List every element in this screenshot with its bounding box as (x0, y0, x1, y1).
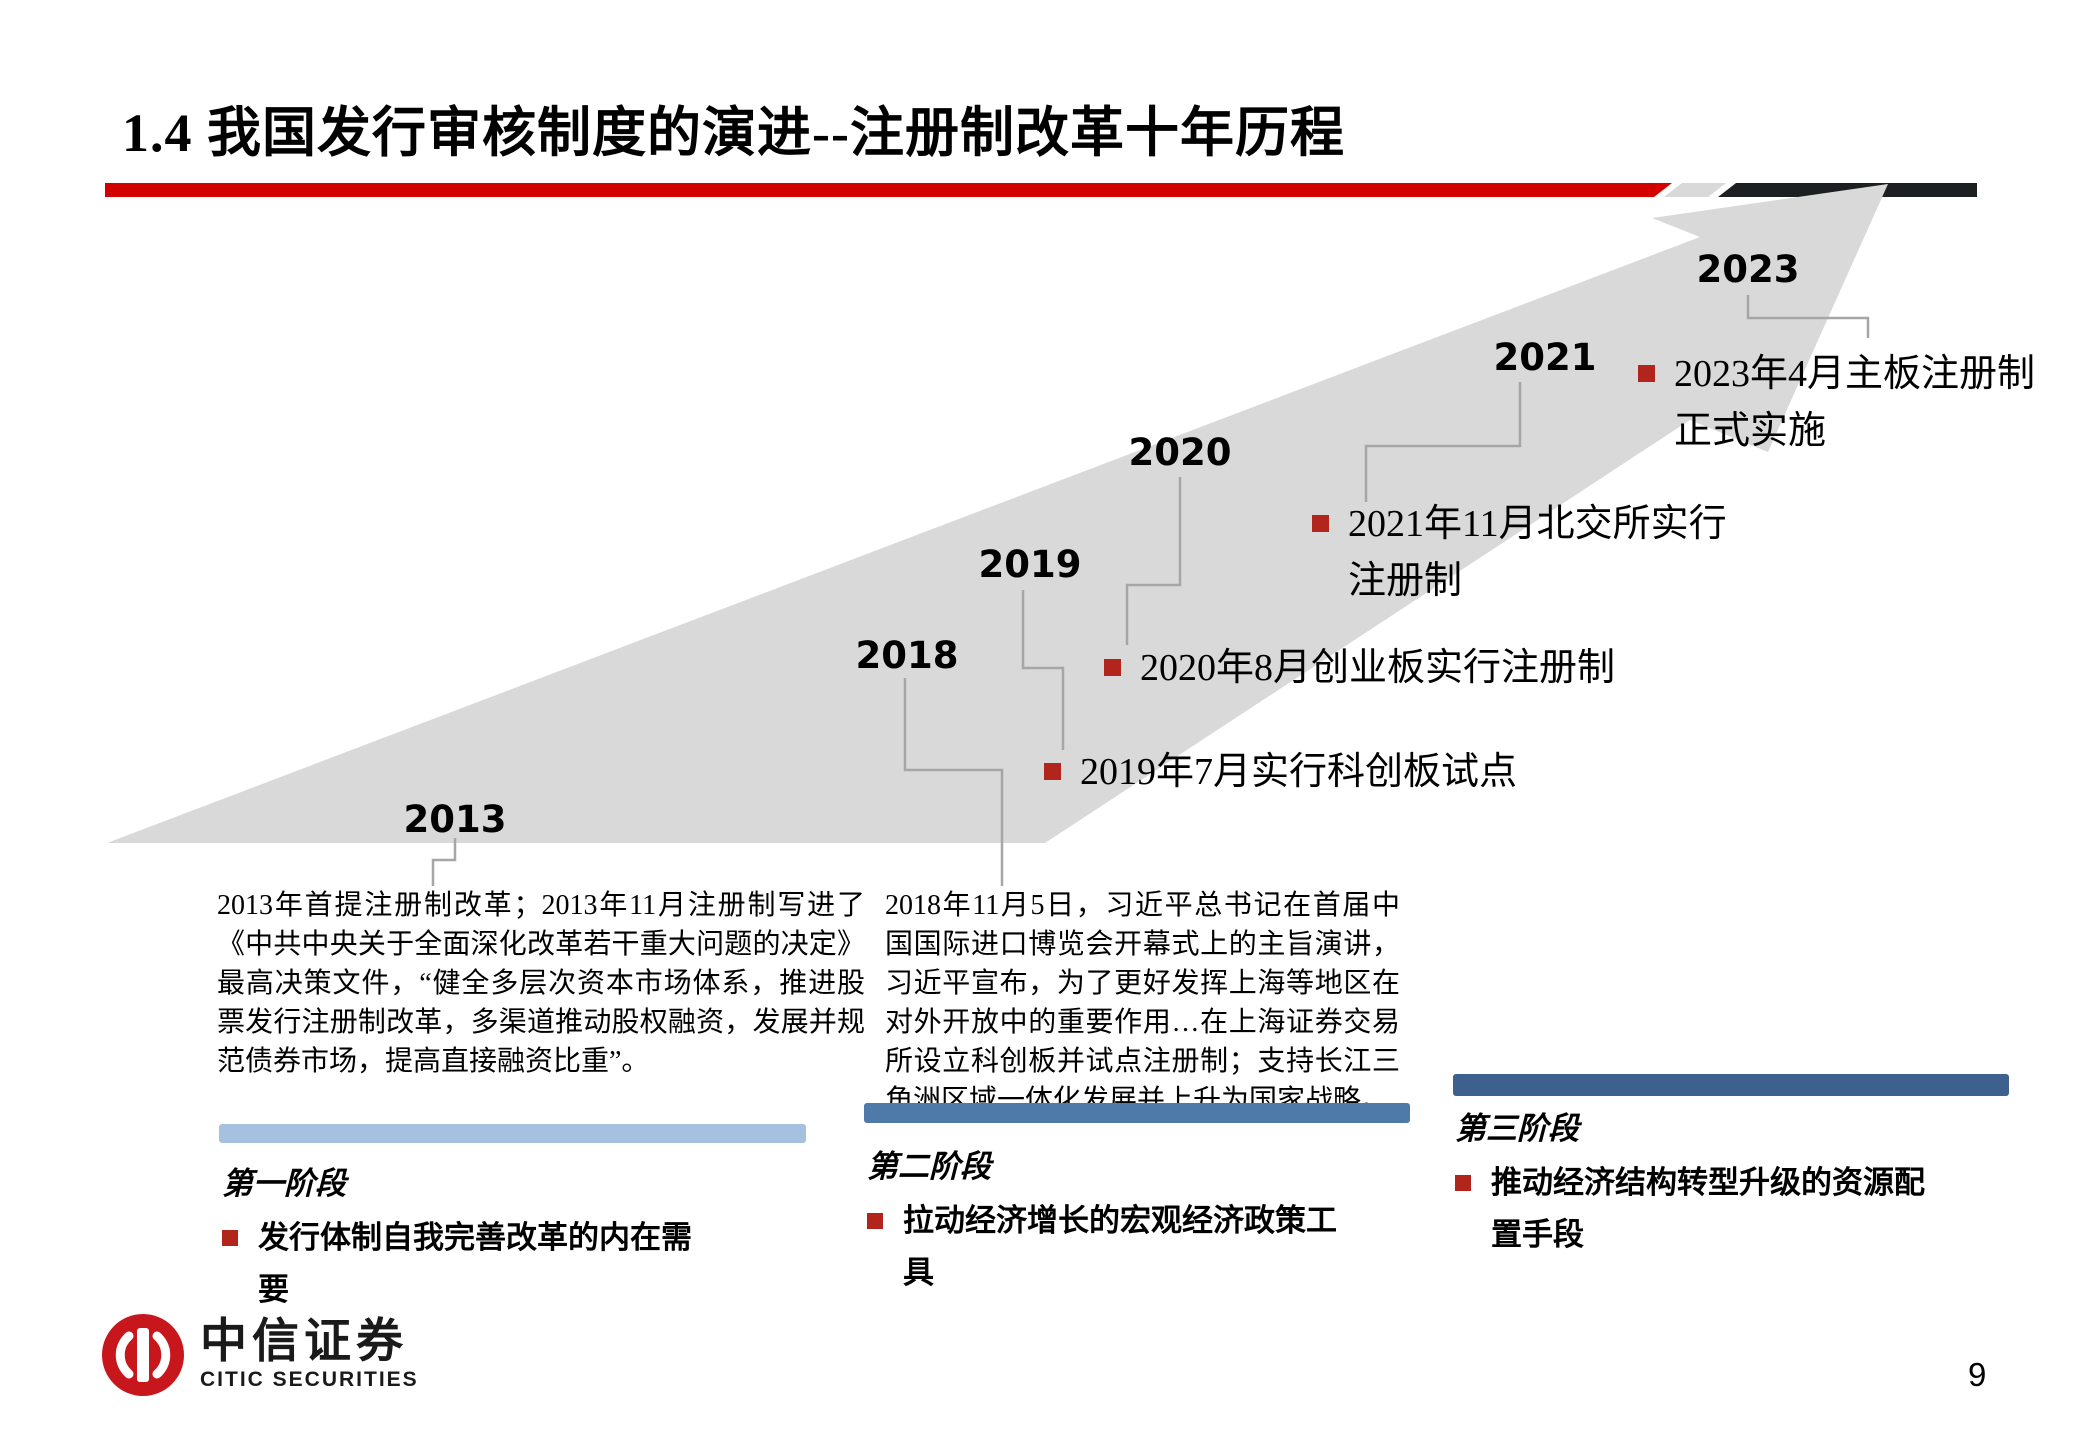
year-label-2023: 2023 (1696, 248, 1800, 291)
year-label-2013: 2013 (403, 798, 507, 841)
bullet-square-icon (1312, 515, 1329, 532)
year-label-2019: 2019 (978, 543, 1082, 586)
connector-2013 (431, 838, 457, 886)
stage2-label: 第二阶段 (867, 1149, 991, 1184)
stage2-bar (864, 1103, 1410, 1123)
year-label-2018: 2018 (855, 634, 959, 677)
stage3-point: 推动经济结构转型升级的资源配置手段 (1491, 1165, 1925, 1253)
event-2021-text: 2021年11月北交所实行注册制 (1348, 503, 1727, 602)
connector-2023 (1746, 295, 1870, 338)
year-label-2020: 2020 (1128, 431, 1232, 474)
year-label-2021: 2021 (1493, 336, 1597, 379)
citic-logo-en: CITIC SECURITIES (200, 1367, 419, 1391)
stage3-bar (1453, 1074, 2009, 1096)
citic-logo-icon (102, 1314, 184, 1396)
timeline-arrow (107, 184, 1888, 843)
paragraph-2013: 2013年首提注册制改革；2013年11月注册制写进了《中共中央关于全面深化改革… (217, 890, 865, 1077)
citic-logo-cn: 中信证券 (200, 1316, 408, 1369)
stage1-label: 第一阶段 (222, 1166, 346, 1201)
bullet-square-icon (1044, 763, 1061, 780)
connector-2020 (1125, 477, 1182, 645)
stage1-item: 发行体制自我完善改革的内在需要 (222, 1212, 698, 1316)
bullet-square-icon (1638, 365, 1655, 382)
event-2020-text: 2020年8月创业板实行注册制 (1140, 647, 1616, 689)
stage1-bar (219, 1124, 806, 1143)
event-2019: 2019年7月实行科创板试点 (1044, 744, 1517, 801)
connector-2018 (903, 678, 1004, 886)
event-2020: 2020年8月创业板实行注册制 (1104, 640, 1615, 697)
citic-logo-text: 中信证券 CITIC SECURITIES (200, 1316, 419, 1391)
stage3-item: 推动经济结构转型升级的资源配置手段 (1455, 1157, 1931, 1261)
bullet-square-icon (1104, 659, 1121, 676)
event-2019-text: 2019年7月实行科创板试点 (1080, 751, 1518, 793)
header-rule-gray-segment (1664, 183, 1726, 197)
page-title: 1.4 我国发行审核制度的演进--注册制改革十年历程 (122, 103, 1345, 163)
page-number: 9 (1968, 1356, 1987, 1393)
connector-2021 (1364, 382, 1522, 502)
stage2-point: 拉动经济增长的宏观经济政策工具 (903, 1203, 1337, 1291)
header-rule-red-segment (105, 183, 1672, 197)
event-2021: 2021年11月北交所实行注册制 (1312, 496, 1740, 610)
stage2-item: 拉动经济增长的宏观经济政策工具 (867, 1195, 1343, 1299)
citic-logo: 中信证券 CITIC SECURITIES (100, 1312, 419, 1398)
paragraph-2018: 2018年11月5日，习近平总书记在首届中国国际进口博览会开幕式上的主旨演讲，习… (885, 890, 1400, 1116)
stage3-label: 第三阶段 (1455, 1111, 1579, 1146)
event-2023: 2023年4月主板注册制正式实施 (1638, 346, 2052, 460)
bullet-square-icon (222, 1230, 238, 1246)
bullet-square-icon (867, 1213, 883, 1229)
connector-2019 (1021, 590, 1065, 750)
event-2023-text: 2023年4月主板注册制正式实施 (1674, 353, 2036, 452)
bullet-square-icon (1455, 1175, 1471, 1191)
stage1-point: 发行体制自我完善改革的内在需要 (258, 1220, 692, 1308)
